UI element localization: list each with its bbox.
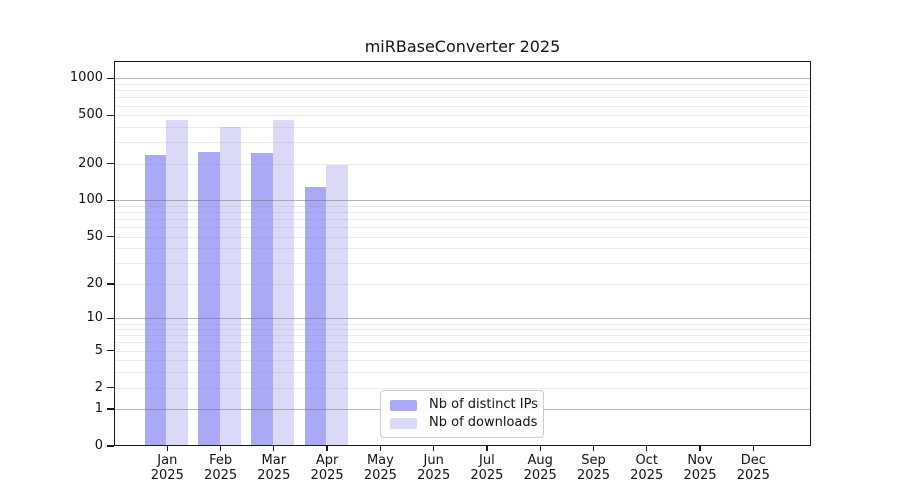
x-tick-mark bbox=[646, 446, 648, 451]
y-tick-label: 2 bbox=[94, 379, 103, 395]
grid-line-minor bbox=[114, 335, 811, 337]
x-tick-mark bbox=[219, 446, 222, 451]
bar-downloads bbox=[166, 119, 188, 446]
grid-line-minor bbox=[114, 387, 811, 389]
grid-line-major bbox=[114, 317, 811, 319]
y-tick-label: 1 bbox=[94, 401, 103, 417]
legend-swatch bbox=[390, 417, 417, 429]
grid-line-minor bbox=[114, 227, 811, 229]
grid-line-minor bbox=[114, 248, 811, 250]
grid-line-minor bbox=[114, 115, 811, 117]
y-tick-mark bbox=[107, 408, 114, 410]
grid-line-minor bbox=[114, 236, 811, 238]
x-tick-label: Aug 2025 bbox=[523, 453, 557, 483]
y-tick-mark bbox=[107, 445, 114, 447]
bar-distinct-ips bbox=[144, 155, 167, 446]
chart-title: miRBaseConverter 2025 bbox=[364, 37, 561, 56]
x-tick-mark bbox=[326, 446, 328, 451]
y-tick-label: 10 bbox=[86, 310, 103, 326]
y-tick-mark bbox=[107, 386, 114, 389]
y-tick-label: 500 bbox=[78, 107, 103, 123]
grid-line-major bbox=[114, 199, 811, 201]
y-tick-mark bbox=[107, 163, 114, 165]
x-tick-mark bbox=[592, 446, 595, 451]
x-tick-label: Jul 2025 bbox=[470, 453, 504, 483]
legend-label: Nb of distinct IPs bbox=[429, 397, 538, 412]
y-tick-mark bbox=[107, 114, 114, 116]
x-tick-label: Dec 2025 bbox=[736, 453, 770, 483]
x-tick-mark bbox=[379, 446, 382, 451]
y-tick-label: 0 bbox=[94, 438, 103, 453]
bar-downloads bbox=[326, 165, 348, 446]
grid-line-minor bbox=[114, 329, 811, 331]
legend-label: Nb of downloads bbox=[429, 415, 538, 430]
y-tick-label: 5 bbox=[94, 342, 103, 358]
x-tick-mark bbox=[486, 446, 488, 451]
grid-line-minor bbox=[114, 83, 811, 85]
x-tick-label: Oct 2025 bbox=[630, 453, 664, 483]
y-tick-label: 1000 bbox=[69, 70, 103, 86]
x-tick-label: Apr 2025 bbox=[310, 453, 344, 483]
plot-area bbox=[114, 61, 811, 446]
x-tick-label: Jun 2025 bbox=[417, 453, 451, 483]
grid-line-minor bbox=[114, 212, 811, 214]
legend-row: Nb of distinct IPs bbox=[390, 397, 538, 413]
grid-line-minor bbox=[114, 127, 811, 128]
y-tick-mark bbox=[107, 199, 114, 202]
y-tick-mark bbox=[107, 77, 114, 79]
x-tick-mark bbox=[699, 446, 701, 451]
grid-line-minor bbox=[114, 142, 811, 144]
grid-line-minor bbox=[114, 90, 811, 92]
y-tick-mark bbox=[107, 283, 114, 285]
x-tick-mark bbox=[539, 446, 541, 451]
y-tick-label: 100 bbox=[78, 192, 103, 208]
bar-downloads bbox=[272, 120, 295, 446]
grid-line-minor bbox=[114, 205, 811, 207]
y-tick-mark bbox=[107, 317, 114, 320]
grid-line-major bbox=[114, 77, 811, 79]
grid-line-minor bbox=[114, 350, 811, 352]
bar-distinct-ips bbox=[251, 153, 273, 446]
grid-line-minor bbox=[114, 323, 811, 325]
grid-line-minor bbox=[114, 163, 811, 165]
y-tick-label: 20 bbox=[86, 276, 103, 291]
x-tick-label: Jan 2025 bbox=[150, 453, 184, 483]
grid-line-minor bbox=[114, 219, 811, 221]
x-tick-label: Nov 2025 bbox=[683, 453, 717, 483]
grid-line-minor bbox=[114, 105, 811, 107]
y-tick-mark bbox=[107, 236, 114, 238]
grid-line-minor bbox=[114, 360, 811, 362]
x-tick-label: May 2025 bbox=[363, 453, 397, 483]
x-tick-label: Sep 2025 bbox=[576, 453, 611, 483]
x-tick-mark bbox=[273, 446, 275, 451]
bar-distinct-ips bbox=[198, 151, 220, 446]
legend-swatch bbox=[390, 399, 417, 411]
x-tick-mark bbox=[166, 446, 168, 451]
legend-row: Nb of downloads bbox=[390, 415, 538, 431]
x-tick-mark bbox=[752, 446, 754, 451]
grid-line-minor bbox=[114, 284, 811, 285]
grid-line-minor bbox=[114, 263, 811, 265]
x-tick-mark bbox=[433, 446, 435, 451]
grid-line-minor bbox=[114, 342, 811, 344]
x-tick-label: Mar 2025 bbox=[257, 453, 291, 483]
grid-line-minor bbox=[114, 372, 811, 374]
y-tick-label: 200 bbox=[78, 155, 103, 171]
bar-distinct-ips bbox=[304, 187, 327, 446]
y-tick-mark bbox=[107, 349, 114, 352]
y-tick-label: 50 bbox=[86, 228, 103, 244]
legend: Nb of distinct IPs Nb of downloads bbox=[380, 390, 544, 438]
x-tick-label: Feb 2025 bbox=[204, 453, 238, 483]
grid-line-minor bbox=[114, 97, 811, 99]
bar-downloads bbox=[219, 127, 242, 446]
